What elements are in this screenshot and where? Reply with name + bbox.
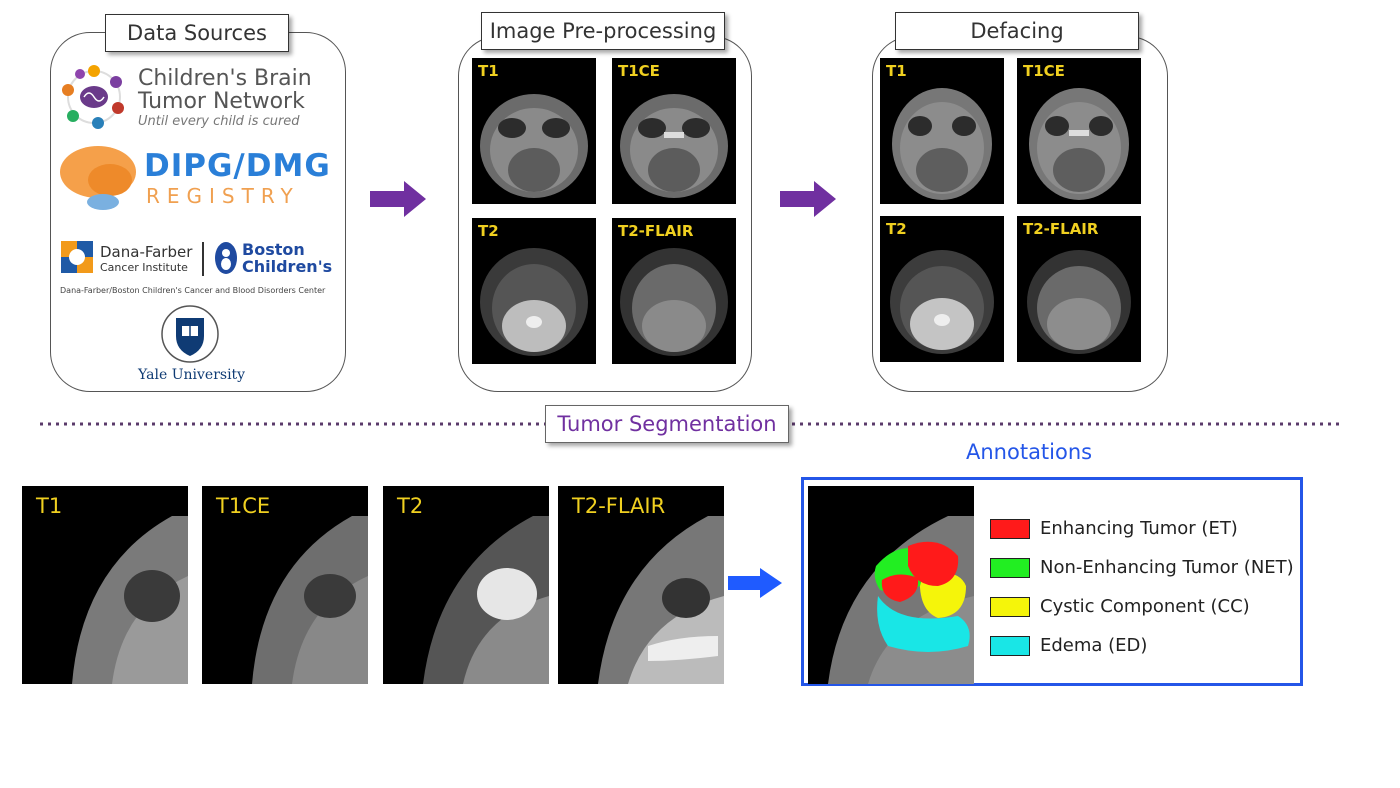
- dana-farber-logo: Dana-Farber Cancer Institute Boston Chil…: [60, 240, 340, 280]
- arrow-right-icon: [728, 568, 782, 598]
- mri-preprocess-t1: T1: [472, 58, 596, 204]
- boston-childrens-name: Children's: [242, 257, 333, 276]
- legend-swatch-et: [990, 518, 1030, 539]
- seg-image-t2: T2: [383, 486, 549, 684]
- boston-childrens-icon: [215, 242, 237, 274]
- mri-defaced-t1: T1: [880, 58, 1004, 204]
- legend-swatch-ed: [990, 635, 1030, 656]
- seg-image-t1: T1: [22, 486, 188, 684]
- dana-farber-name: Dana-Farber: [100, 243, 193, 261]
- dfbc-caption: Dana-Farber/Boston Children's Cancer and…: [60, 286, 326, 295]
- modality-label: T1CE: [1023, 62, 1065, 80]
- legend-swatch-cc: [990, 596, 1030, 617]
- modality-label: T1CE: [216, 494, 271, 518]
- cbtn-name-line1: Children's Brain: [138, 66, 312, 91]
- dipg-title: DIPG/DMG: [144, 148, 331, 184]
- dipg-subtitle: REGISTRY: [146, 184, 300, 208]
- dana-farber-subname: Cancer Institute: [100, 261, 188, 274]
- modality-label: T2: [886, 220, 907, 238]
- mri-defaced-t2: T2: [880, 216, 1004, 362]
- dana-farber-icon: [61, 241, 93, 273]
- seg-image-flair: T2-FLAIR: [558, 486, 724, 684]
- legend-item-cc: Cystic Component (CC): [990, 596, 1250, 617]
- mri-preprocess-t2: T2: [472, 218, 596, 364]
- data-sources-title: Data Sources: [105, 14, 289, 52]
- legend-label-cc: Cystic Component (CC): [1040, 596, 1250, 617]
- modality-label: T1: [886, 62, 907, 80]
- segmentation-title: Tumor Segmentation: [545, 405, 789, 443]
- boston-name: Boston: [242, 240, 305, 259]
- legend-label-ed: Edema (ED): [1040, 635, 1148, 656]
- legend-item-net: Non-Enhancing Tumor (NET): [990, 557, 1294, 578]
- mri-defaced-flair: T2-FLAIR: [1017, 216, 1141, 362]
- yale-name: Yale University: [138, 367, 246, 383]
- modality-label: T2-FLAIR: [572, 494, 666, 518]
- cbtn-name-line2: Tumor Network: [138, 89, 305, 114]
- defacing-title: Defacing: [895, 12, 1139, 50]
- modality-label: T2-FLAIR: [1023, 220, 1099, 238]
- modality-label: T2-FLAIR: [618, 222, 694, 240]
- preprocessing-title: Image Pre-processing: [481, 12, 725, 50]
- legend-item-ed: Edema (ED): [990, 635, 1147, 656]
- mri-preprocess-flair: T2-FLAIR: [612, 218, 736, 364]
- legend-item-et: Enhancing Tumor (ET): [990, 518, 1238, 539]
- modality-label: T2: [478, 222, 499, 240]
- legend-swatch-net: [990, 557, 1030, 578]
- cbtn-ring-icon: [62, 65, 124, 129]
- modality-label: T1: [478, 62, 499, 80]
- logo-divider: [202, 242, 204, 276]
- yale-shield-icon: [161, 305, 219, 363]
- arrow-right-icon: [780, 181, 836, 217]
- arrow-right-icon: [370, 181, 426, 217]
- cbtn-tagline: Until every child is cured: [138, 114, 300, 129]
- modality-label: T2: [397, 494, 424, 518]
- modality-label: T1: [36, 494, 63, 518]
- seg-image-t1ce: T1CE: [202, 486, 368, 684]
- mri-defaced-t1ce: T1CE: [1017, 58, 1141, 204]
- cbtn-logo: Children's Brain Tumor Network Until eve…: [58, 62, 338, 134]
- brain-icon: [60, 146, 136, 210]
- annotated-segmentation-image: [808, 486, 974, 684]
- mri-preprocess-t1ce: T1CE: [612, 58, 736, 204]
- annotations-title: Annotations: [966, 440, 1093, 464]
- legend-label-net: Non-Enhancing Tumor (NET): [1040, 557, 1294, 578]
- modality-label: T1CE: [618, 62, 660, 80]
- legend-label-et: Enhancing Tumor (ET): [1040, 518, 1238, 539]
- dipg-registry-logo: DIPG/DMG REGISTRY: [58, 142, 338, 218]
